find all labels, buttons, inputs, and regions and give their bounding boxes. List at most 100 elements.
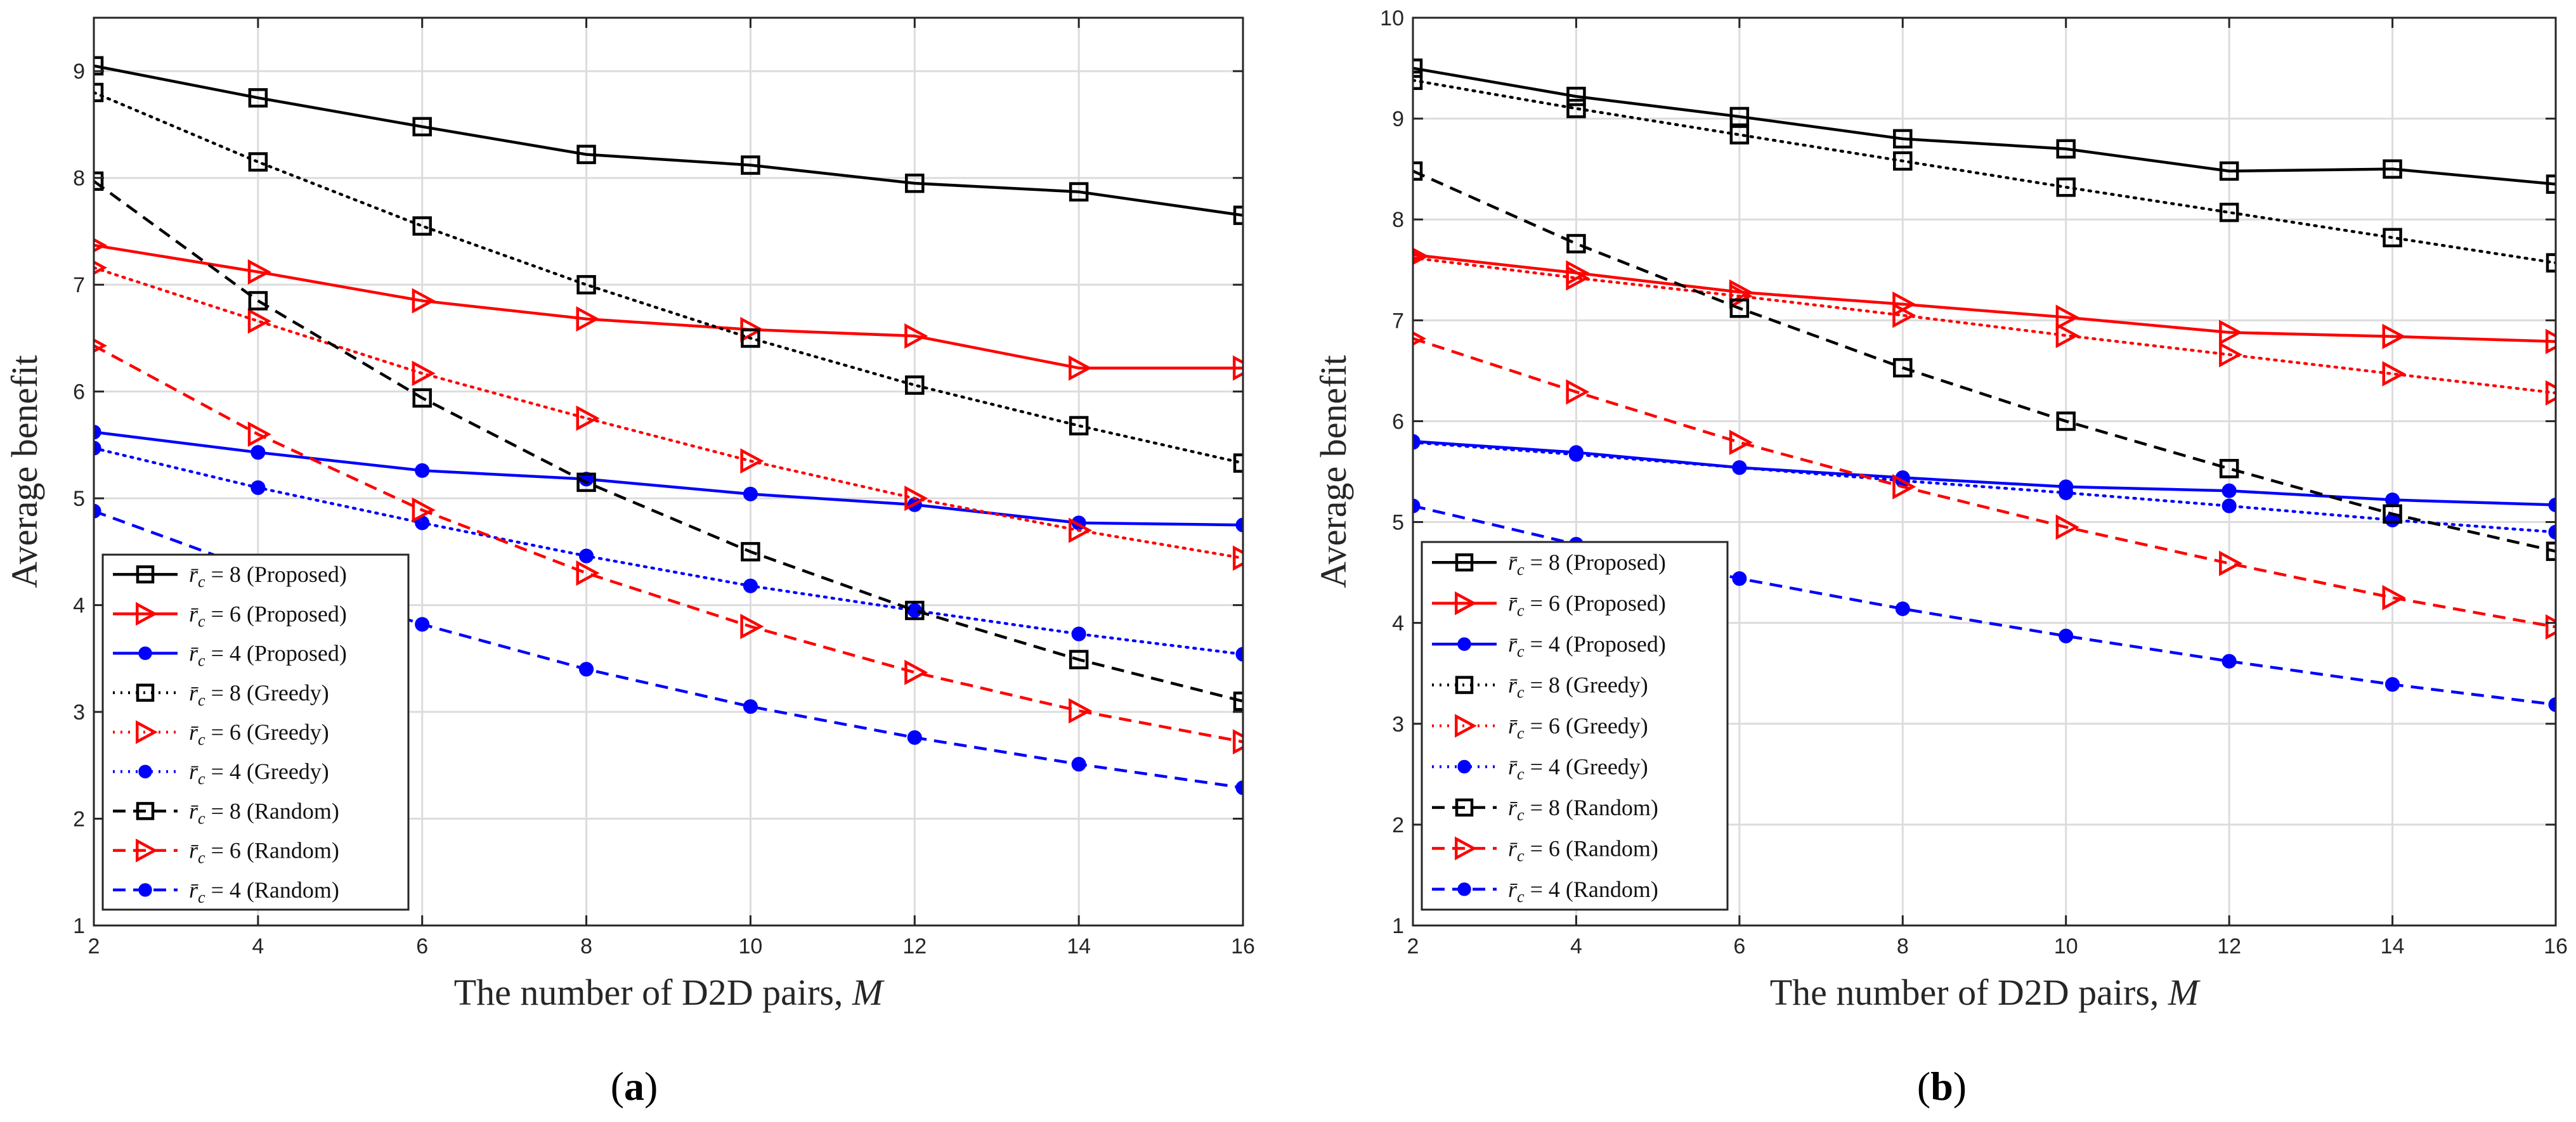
data-point-6-7	[1233, 691, 1243, 711]
data-point-5-3	[579, 548, 594, 564]
y-tick-label: 3	[73, 700, 85, 725]
data-point-7-5	[2219, 550, 2243, 576]
y-tick-label: 6	[1392, 409, 1404, 434]
data-point-8-4	[743, 699, 758, 714]
data-point-8-0	[94, 503, 101, 519]
data-point-4-5	[904, 486, 928, 512]
y-axis-label: Average benefit	[4, 355, 45, 588]
data-point-3-2	[1729, 125, 1750, 145]
data-point-7-7	[2545, 614, 2556, 640]
data-point-4-2	[412, 360, 436, 387]
data-point-4-7	[2545, 380, 2556, 406]
axes-box	[1412, 16, 2557, 927]
data-point-8-6	[2385, 677, 2400, 692]
data-point-6-2	[1729, 298, 1750, 318]
data-point-1-3	[576, 306, 600, 332]
y-tick-label: 7	[1392, 309, 1404, 333]
data-point-7-4	[2055, 514, 2079, 540]
data-point-0-5	[905, 173, 925, 193]
data-point-5-4	[743, 578, 758, 593]
x-tick-label: 16	[1231, 934, 1255, 958]
series-line-6	[1413, 169, 2556, 553]
legend-entry-4: r̄c = 6 (Greedy)	[1508, 713, 1648, 742]
legend-swatch-marker-2	[138, 646, 152, 661]
data-point-3-4	[741, 328, 760, 348]
data-point-3-5	[2219, 202, 2239, 222]
data-point-8-6	[1071, 757, 1086, 772]
y-tick-label: 5	[1392, 511, 1404, 535]
data-point-8-2	[415, 617, 430, 632]
x-tick-label: 8	[580, 934, 592, 958]
data-point-1-1	[247, 259, 271, 285]
data-point-3-1	[248, 152, 268, 172]
legend-swatch-marker-5	[138, 764, 152, 778]
legend-swatch-marker-3	[136, 683, 155, 702]
legend-entry-7: r̄c = 6 (Random)	[189, 838, 339, 867]
data-point-6-5	[905, 600, 925, 621]
y-tick-label: 6	[73, 380, 85, 404]
data-point-8-5	[907, 730, 922, 745]
x-tick-label: 6	[416, 934, 428, 958]
legend-swatch-marker-8	[1457, 882, 1471, 896]
panel-label: (b)	[1917, 1064, 1967, 1109]
y-tick-label: 1	[1392, 914, 1404, 938]
data-point-0-6	[2383, 159, 2402, 179]
data-point-8-3	[579, 662, 594, 677]
data-point-0-0	[94, 56, 104, 76]
legend: r̄c = 8 (Proposed) r̄c = 6 (Proposed) r̄c …	[101, 553, 410, 911]
data-point-0-0	[1413, 58, 1423, 78]
data-point-5-1	[1568, 447, 1584, 462]
series-line-1	[1413, 253, 2556, 343]
data-point-6-0	[94, 171, 104, 191]
y-tick-label: 5	[73, 487, 85, 511]
axes-box	[93, 16, 1244, 927]
data-point-0-2	[412, 117, 432, 137]
legend: r̄c = 8 (Proposed) r̄c = 6 (Proposed) r̄c …	[1421, 541, 1729, 911]
data-point-3-6	[1069, 416, 1089, 435]
legend-entry-3: r̄c = 8 (Greedy)	[1508, 673, 1648, 702]
legend-swatch-marker-5	[1457, 759, 1471, 774]
series-line-4	[1413, 256, 2556, 395]
data-point-4-3	[576, 405, 600, 431]
data-point-4-4	[2055, 323, 2079, 349]
legend-swatch-marker-0	[136, 565, 155, 584]
data-point-6-2	[412, 388, 432, 408]
series-line-2	[1413, 440, 2556, 506]
data-point-0-4	[2056, 139, 2076, 159]
x-axis-label: The number of D2D pairs, M	[1770, 972, 2201, 1013]
x-tick-label: 12	[2217, 934, 2241, 958]
y-tick-label: 2	[73, 808, 85, 832]
data-point-2-2	[415, 463, 430, 478]
data-point-8-3	[1895, 601, 1910, 616]
data-point-0-7	[2546, 174, 2556, 194]
y-tick-label: 1	[73, 914, 85, 938]
data-point-0-1	[248, 88, 268, 108]
legend-entry-4: r̄c = 6 (Greedy)	[189, 719, 329, 749]
data-point-0-7	[1233, 205, 1243, 225]
data-point-2-4	[743, 486, 758, 501]
data-point-1-7	[1232, 355, 1243, 381]
legend-swatch-marker-6	[1455, 798, 1474, 817]
data-point-5-5	[2221, 498, 2237, 513]
panel-label: (a)	[611, 1064, 658, 1109]
data-point-0-1	[1566, 86, 1586, 106]
y-tick-label: 9	[1392, 107, 1404, 131]
legend-swatch-marker-6	[136, 802, 155, 820]
legend-entry-2: r̄c = 4 (Proposed)	[1508, 631, 1666, 661]
data-point-3-1	[1566, 98, 1586, 119]
data-point-5-1	[250, 480, 266, 495]
data-point-5-2	[1732, 460, 1747, 475]
y-axis-label: Average benefit	[1313, 355, 1354, 588]
x-tick-label: 16	[2544, 934, 2568, 958]
data-point-1-5	[2219, 319, 2243, 345]
y-tick-label: 4	[1392, 612, 1404, 636]
data-point-3-0	[1413, 70, 1423, 90]
legend-swatch-marker-1	[1455, 591, 1477, 616]
data-point-6-1	[248, 291, 268, 311]
data-point-5-4	[2059, 485, 2074, 500]
series-line-7	[94, 344, 1243, 744]
data-point-7-5	[904, 659, 928, 685]
data-point-7-1	[247, 422, 271, 448]
data-point-3-6	[2383, 228, 2402, 248]
x-tick-label: 2	[88, 934, 100, 958]
